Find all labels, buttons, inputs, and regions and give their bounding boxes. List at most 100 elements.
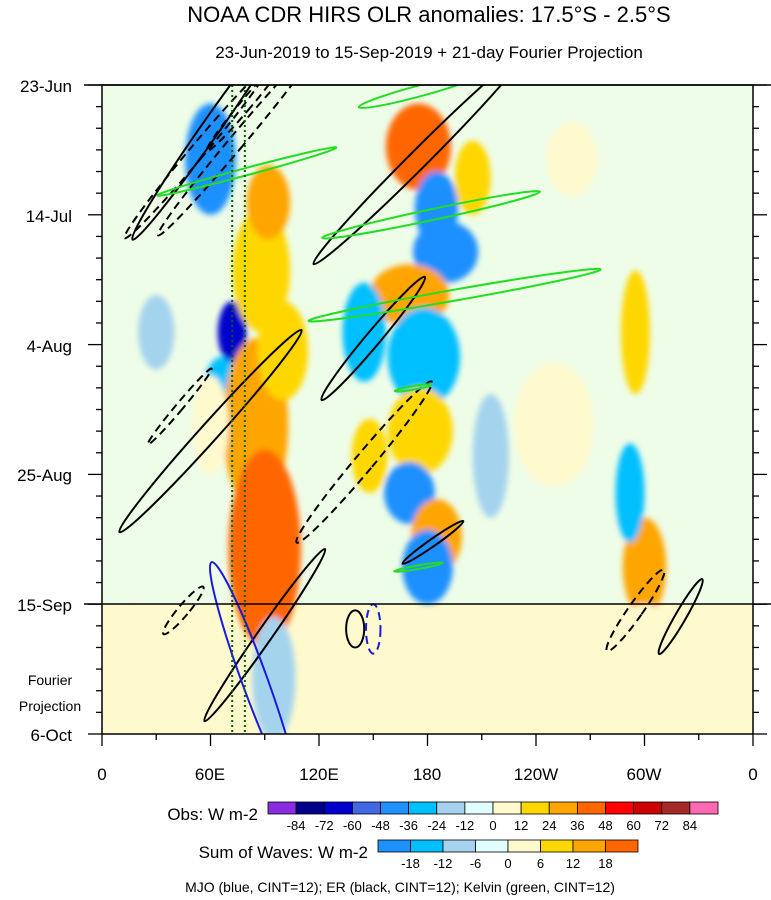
anomaly-blob xyxy=(454,140,491,215)
obs-colorbar-tick: -60 xyxy=(343,818,362,833)
y-tick-label: 6-Oct xyxy=(30,726,72,745)
obs-colorbar-swatch xyxy=(661,801,691,815)
er-contour xyxy=(205,85,288,153)
anomaly-blob xyxy=(413,220,479,283)
anomaly-blob xyxy=(228,449,301,648)
waves-colorbar-label: Sum of Waves: W m-2 xyxy=(199,843,368,862)
obs-colorbar-tick: -72 xyxy=(315,818,334,833)
obs-colorbar-tick: 84 xyxy=(683,818,697,833)
anomaly-blob xyxy=(252,616,296,734)
anomaly-blob xyxy=(387,387,453,475)
obs-colorbar-tick: -48 xyxy=(371,818,390,833)
obs-colorbar-tick: 36 xyxy=(570,818,584,833)
y-tick-label: 15-Sep xyxy=(17,596,72,615)
obs-colorbar-swatch xyxy=(520,801,550,815)
x-tick-label: 120E xyxy=(299,765,339,784)
kelvin-contour xyxy=(156,146,338,197)
anomaly-blob xyxy=(257,301,309,401)
obs-colorbar-swatch xyxy=(576,801,606,815)
x-tick-label: 60W xyxy=(627,765,662,784)
obs-colorbar-swatch xyxy=(492,801,522,815)
obs-colorbar-swatch xyxy=(605,801,635,815)
y-tick-label: 25-Aug xyxy=(17,466,72,485)
anomaly-blob xyxy=(109,604,168,704)
kelvin-contour xyxy=(357,85,480,110)
anomaly-blob xyxy=(546,122,598,197)
x-tick-label: 120W xyxy=(514,765,558,784)
er-contour xyxy=(146,367,213,446)
anomaly-blob xyxy=(351,418,388,493)
mjo-contour xyxy=(208,561,299,734)
anomaly-blob xyxy=(615,443,645,543)
anomaly-blob xyxy=(620,270,650,395)
obs-colorbar-tick: 12 xyxy=(514,818,528,833)
er-contour xyxy=(312,85,525,266)
obs-colorbar-swatch xyxy=(689,801,719,815)
anomaly-blob xyxy=(387,307,461,407)
obs-colorbar-label: Obs: W m-2 xyxy=(167,805,258,824)
er-contour xyxy=(320,275,427,402)
x-tick-label: 60E xyxy=(195,765,225,784)
anomaly-blob xyxy=(138,295,175,370)
waves-colorbar-swatch xyxy=(507,839,541,853)
obs-colorbar-swatch xyxy=(633,801,663,815)
obs-colorbar: -84 -72 -60 -48 -36 -24 -12 0 12 24 36 48 60 72 84 xyxy=(267,801,719,833)
obs-colorbar-tick: -84 xyxy=(287,818,306,833)
anomaly-blob xyxy=(514,363,594,487)
anomaly-field xyxy=(109,103,678,734)
y-tick-label: 14-Jul xyxy=(26,207,72,226)
obs-colorbar-tick: 24 xyxy=(542,818,556,833)
axis-ticks xyxy=(88,84,767,746)
anomaly-blob xyxy=(342,282,386,382)
projection-label: Projection xyxy=(19,698,81,714)
waves-colorbar-swatch xyxy=(410,839,444,853)
obs-colorbar-swatch xyxy=(436,801,466,815)
waves-colorbar-tick: -6 xyxy=(470,856,482,871)
kelvin-contour xyxy=(321,190,541,240)
wave-contours xyxy=(118,85,704,734)
er-contour xyxy=(162,585,205,636)
er-contour xyxy=(295,380,434,544)
footer-legend: MJO (blue, CINT=12); ER (black, CINT=12)… xyxy=(185,879,615,895)
waves-colorbar-swatch xyxy=(377,839,411,853)
er-contour xyxy=(657,577,704,656)
obs-colorbar-swatch xyxy=(380,801,410,815)
er-contour xyxy=(401,519,465,565)
waves-colorbar-tick: -12 xyxy=(434,856,453,871)
kelvin-contour xyxy=(393,383,433,393)
waves-colorbar-tick: 6 xyxy=(537,856,544,871)
waves-colorbar-swatch xyxy=(605,839,639,853)
obs-colorbar-tick: -36 xyxy=(399,818,418,833)
obs-colorbar-tick: 48 xyxy=(598,818,612,833)
obs-colorbar-swatch xyxy=(267,801,297,815)
anomaly-blob xyxy=(611,604,678,679)
obs-colorbar-tick: -24 xyxy=(427,818,446,833)
x-tick-label: 0 xyxy=(748,765,757,784)
obs-colorbar-tick: 0 xyxy=(489,818,496,833)
obs-colorbar-tick: 72 xyxy=(655,818,669,833)
y-tick-label: 4-Aug xyxy=(27,337,72,356)
obs-colorbar-swatch xyxy=(295,801,325,815)
y-tick-label: 23-Jun xyxy=(20,77,72,96)
waves-colorbar-tick: -18 xyxy=(401,856,420,871)
obs-colorbar-tick: -12 xyxy=(455,818,474,833)
er-contour xyxy=(118,328,303,534)
anomaly-blob xyxy=(622,517,667,617)
chart-title: NOAA CDR HIRS OLR anomalies: 17.5°S - 2.… xyxy=(187,2,670,27)
anomaly-blob xyxy=(246,165,291,240)
obs-colorbar-tick: 60 xyxy=(626,818,640,833)
anomaly-blob xyxy=(217,301,247,364)
waves-colorbar-swatch xyxy=(572,839,606,853)
waves-colorbar-swatch xyxy=(442,839,476,853)
anomaly-blob xyxy=(472,394,509,518)
chart-subtitle: 23-Jun-2019 to 15-Sep-2019 + 21-day Four… xyxy=(215,43,643,62)
obs-colorbar-swatch xyxy=(323,801,353,815)
waves-colorbar-tick: 0 xyxy=(504,856,511,871)
kelvin-contour xyxy=(307,267,602,323)
projection-label: Fourier xyxy=(28,672,73,688)
obs-colorbar-swatch xyxy=(464,801,494,815)
anomaly-blob xyxy=(409,628,518,716)
er-contour xyxy=(131,85,290,241)
waves-colorbar-tick: 18 xyxy=(598,856,612,871)
